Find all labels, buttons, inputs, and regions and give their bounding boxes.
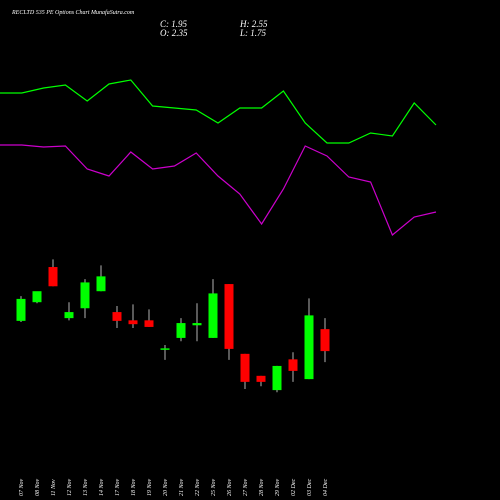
x-tick-label: 07 Nov (19, 478, 25, 496)
candle-body (48, 267, 58, 287)
x-tick-label: 22 Nov (195, 478, 201, 496)
candle-body (32, 291, 42, 303)
x-tick-label: 21 Nov (179, 478, 185, 496)
x-tick-label: 11 Nov (51, 479, 57, 496)
open-label: O: 2.35 (160, 28, 188, 38)
x-tick-label: 25 Nov (211, 478, 217, 496)
low-label: L: 1.75 (239, 28, 267, 38)
x-tick-label: 14 Nov (98, 478, 105, 496)
candle-body (304, 315, 314, 380)
candle-body (16, 298, 26, 321)
x-tick-label: 18 Nov (131, 478, 137, 496)
x-tick-label: 12 Nov (67, 478, 73, 496)
x-tick-label: 19 Nov (147, 478, 153, 496)
candle-body (144, 320, 154, 327)
close-label: C: 1.95 (160, 19, 188, 29)
candle-body (288, 359, 298, 371)
indicator-line (0, 144, 437, 236)
candle-body (160, 348, 170, 350)
high-label: H: 2.55 (239, 19, 268, 29)
candle-body (80, 282, 90, 309)
x-tick-label: 29 Nov (275, 478, 281, 496)
x-tick-label: 03 Dec (307, 479, 313, 496)
candle-body (224, 284, 234, 349)
candle-body (192, 323, 202, 326)
x-tick-label: 28 Nov (259, 478, 265, 496)
chart-title: RECLTD 535 PE Options Chart MunafaSutra.… (11, 9, 135, 16)
candle-body (96, 276, 106, 292)
candle-body (64, 312, 74, 319)
x-tick-label: 26 Nov (227, 478, 233, 496)
x-tick-label: 02 Dec (291, 479, 297, 496)
x-tick-label: 27 Nov (243, 478, 249, 496)
candle-body (240, 353, 250, 382)
x-tick-label: 04 Dec (322, 479, 329, 496)
x-tick-label: 13 Nov (83, 478, 89, 496)
candle-body (272, 365, 282, 391)
x-tick-label: 20 Nov (163, 478, 169, 496)
x-tick-label: 08 Nov (35, 478, 41, 496)
indicator-line (0, 79, 437, 144)
candle-body (256, 375, 266, 382)
candle-body (176, 323, 186, 338)
x-tick-label: 17 Nov (115, 478, 121, 496)
candle-body (320, 329, 330, 352)
candle-body (112, 312, 122, 321)
candle-body (208, 293, 218, 338)
candle-body (128, 320, 138, 325)
